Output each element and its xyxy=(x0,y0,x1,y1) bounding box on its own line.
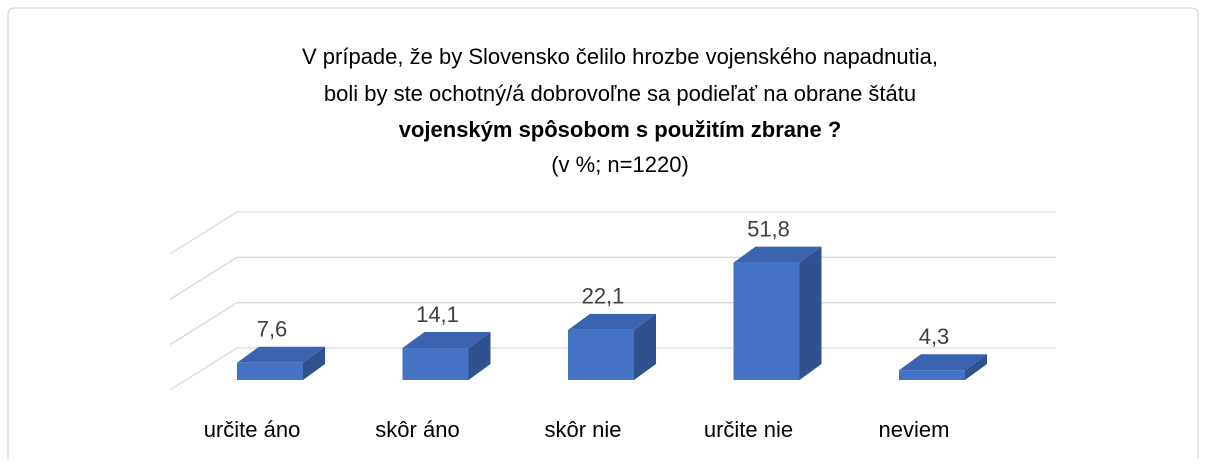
data-label: 7,6 xyxy=(257,317,288,342)
bar-side xyxy=(634,313,656,380)
chart-frame xyxy=(7,7,1199,464)
bar-top xyxy=(402,332,491,349)
bar xyxy=(237,362,303,380)
grid-line xyxy=(169,256,238,300)
data-label: 4,3 xyxy=(919,324,950,349)
chart-subtitle: (v %; n=1220) xyxy=(551,152,689,177)
data-label: 22,1 xyxy=(582,284,625,309)
bar-side xyxy=(468,332,491,380)
bar-side xyxy=(303,346,325,380)
bar-top xyxy=(733,246,822,263)
grid-line xyxy=(169,302,238,346)
chart-title: vojenským spôsobom s použitím zbrane ? xyxy=(399,117,842,142)
bar-top xyxy=(899,354,987,371)
grid-line xyxy=(169,211,238,255)
grid-line xyxy=(169,347,238,391)
x-tick-label: skôr nie xyxy=(544,417,621,442)
x-tick-label: neviem xyxy=(879,417,950,442)
bar xyxy=(568,329,634,380)
x-tick-label: skôr áno xyxy=(375,417,459,442)
bar xyxy=(402,348,469,380)
bar-top xyxy=(237,346,325,363)
bar-side xyxy=(799,246,822,380)
x-tick-label: určite nie xyxy=(704,417,793,442)
bar-top xyxy=(568,313,656,330)
chart-title: boli by ste ochotný/á dobrovoľne sa podi… xyxy=(324,81,916,106)
x-tick-label: určite áno xyxy=(204,417,301,442)
bar xyxy=(733,262,800,380)
data-label: 51,8 xyxy=(747,216,790,241)
bar xyxy=(899,370,965,380)
bar-side xyxy=(965,354,987,380)
data-label: 14,1 xyxy=(416,302,459,327)
chart-title: V prípade, že by Slovensko čelilo hrozbe… xyxy=(302,44,938,69)
